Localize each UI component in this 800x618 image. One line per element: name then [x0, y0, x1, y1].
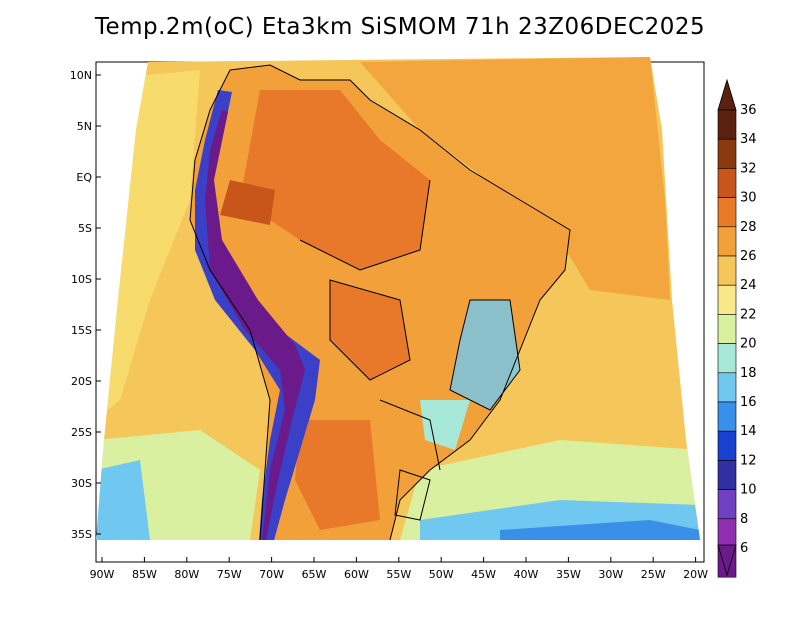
- colorbar-label: 14: [740, 424, 757, 439]
- lon-tick-label: 35W: [556, 568, 581, 581]
- colorbar-segment: [717, 401, 737, 432]
- colorbar-label: 22: [740, 307, 757, 322]
- lat-tick-label: 10S: [71, 273, 92, 286]
- lon-tick-label: 25W: [641, 568, 666, 581]
- south-brazil-cool-region: [420, 400, 470, 450]
- colorbar: 36 34 32 30 28 26 24 22 20 18 16 14 12 10 8 6: [717, 78, 757, 578]
- argentina-hot-region: [295, 420, 380, 530]
- lon-tick-label: 20W: [683, 568, 708, 581]
- colorbar-label: 10: [740, 483, 757, 498]
- lon-tick-label: 75W: [217, 568, 242, 581]
- amazon-boundary: [299, 179, 431, 271]
- colorbar-label: 24: [740, 278, 757, 293]
- colorbar-label: 6: [740, 541, 748, 556]
- atlantic-coastline: [229, 64, 571, 541]
- lat-tick-label: 35S: [71, 528, 92, 541]
- pacific-cold-region: [96, 460, 150, 540]
- lon-tick-label: 90W: [90, 568, 115, 581]
- longitude-axis: 90W 85W 80W 75W 70W 65W 60W 55W 50W 45W 40W 35W 30W 2…: [90, 557, 708, 581]
- colorbar-segment: [717, 197, 737, 228]
- lon-tick-label: 85W: [132, 568, 157, 581]
- colorbar-segment: [717, 314, 737, 344]
- lon-tick-label: 50W: [429, 568, 454, 581]
- lat-tick-label: 10N: [70, 69, 92, 82]
- minas-boundary: [449, 299, 521, 411]
- latitude-axis: 10N 5N EQ 5S 10S 15S 20S 25S 30S 35S: [70, 69, 101, 541]
- lat-tick-label: 5N: [77, 120, 92, 133]
- lat-tick-label: 20S: [71, 375, 92, 388]
- colorbar-label: 16: [740, 395, 757, 410]
- lon-tick-label: 40W: [514, 568, 539, 581]
- minas-highland-region: [450, 300, 520, 410]
- lat-tick-label: 25S: [71, 426, 92, 439]
- pantanal-hot-region: [330, 280, 410, 380]
- lat-tick-label: 30S: [71, 477, 92, 490]
- colorbar-label: 28: [740, 220, 757, 235]
- colorbar-segment: [717, 284, 737, 315]
- lon-tick-label: 55W: [386, 568, 411, 581]
- amazon-hot-region: [240, 90, 430, 270]
- peru-hot-region: [220, 180, 275, 225]
- colorbar-segment: [717, 372, 737, 403]
- andes-coldest-core: [205, 110, 305, 540]
- colorbar-label: 12: [740, 453, 757, 468]
- colorbar-segment: [717, 430, 737, 461]
- lat-tick-label: 15S: [71, 324, 92, 337]
- colorbar-segment: [717, 460, 737, 490]
- uruguay-boundary: [394, 469, 431, 521]
- lat-tick-label: EQ: [76, 171, 92, 184]
- ocean-warm-region: [360, 57, 670, 300]
- colorbar-segment: [717, 226, 737, 257]
- mato-grosso-boundary: [329, 279, 411, 381]
- colorbar-segment: [717, 489, 737, 520]
- colorbar-label: 8: [740, 512, 748, 527]
- lon-tick-label: 65W: [302, 568, 327, 581]
- colorbar-label: 18: [740, 366, 757, 381]
- temperature-field: [96, 57, 700, 540]
- colorbar-segment: [717, 168, 737, 198]
- colorbar-segment: [717, 255, 737, 286]
- colorbar-label: 20: [740, 337, 757, 352]
- colorbar-top-arrow: [717, 78, 737, 111]
- lon-tick-label: 45W: [471, 568, 496, 581]
- colorbar-label: 30: [740, 191, 757, 206]
- lon-tick-label: 60W: [344, 568, 369, 581]
- atlantic-coldest-region: [500, 520, 700, 540]
- country-boundaries: [189, 64, 571, 541]
- colorbar-bottom-arrow: [717, 544, 737, 577]
- colorbar-label: 26: [740, 249, 757, 264]
- lat-tick-label: 5S: [78, 222, 92, 235]
- colorbar-label: 36: [740, 103, 757, 118]
- colorbar-segment: [717, 138, 737, 169]
- colorbar-segment: [717, 109, 737, 140]
- colorbar-label: 32: [740, 161, 757, 176]
- lon-tick-label: 30W: [598, 568, 623, 581]
- map-title: Temp.2m(oC) Eta3km SiSMOM 71h 23Z06DEC20…: [94, 14, 706, 40]
- colorbar-segment: [717, 343, 737, 374]
- lon-tick-label: 70W: [259, 568, 284, 581]
- pacific-coastline: [189, 69, 271, 541]
- lon-tick-label: 80W: [174, 568, 199, 581]
- colorbar-segment: [717, 518, 737, 549]
- paraguay-boundary: [379, 399, 441, 471]
- colorbar-label: 34: [740, 132, 757, 147]
